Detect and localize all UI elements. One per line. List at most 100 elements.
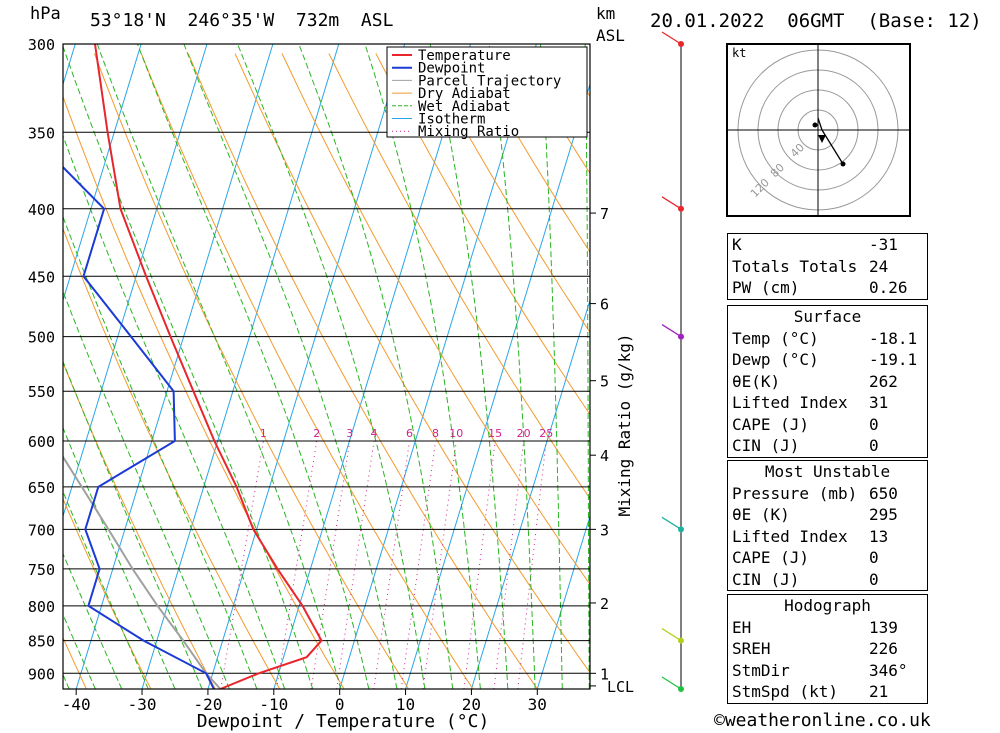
wet-adiabat-line xyxy=(63,45,314,689)
wet-adiabat-line xyxy=(63,134,286,689)
index-label: Pressure (mb) xyxy=(732,483,858,503)
index-row: Dewp (°C) -19.1 xyxy=(728,349,927,371)
dry-adiabat-line xyxy=(63,497,152,689)
hodograph-unit: kt xyxy=(732,46,746,60)
dry-adiabat-line xyxy=(63,95,345,689)
legend-entry: Wet Adiabat xyxy=(418,99,511,115)
storm-motion-marker xyxy=(818,135,826,143)
isotherm-line xyxy=(470,298,590,689)
x-tick-label: -40 xyxy=(62,695,91,714)
dry-adiabat-line xyxy=(328,53,590,500)
pressure-tick-label: 350 xyxy=(28,124,55,142)
hpa-unit-label: hPa xyxy=(30,4,61,24)
legend-entry: Parcel Trajectory xyxy=(418,73,561,89)
wet-adiabat-line xyxy=(63,215,258,689)
index-label: Lifted Index xyxy=(732,526,848,546)
km-tick-label: 4 xyxy=(600,447,609,465)
mixing-ratio-line xyxy=(373,440,410,689)
x-axis-title: Dewpoint / Temperature (°C) xyxy=(197,711,490,732)
panel-title: Most Unstable xyxy=(764,462,891,481)
wind-barb xyxy=(661,516,682,530)
hodograph-point xyxy=(840,161,846,167)
km-tick-label: 5 xyxy=(600,373,609,391)
index-value: 0 xyxy=(869,436,879,455)
panel-title: Hodograph xyxy=(784,596,871,615)
dry-adiabat-line xyxy=(469,53,590,253)
dewpoint-line xyxy=(63,165,215,689)
dry-adiabat-line xyxy=(63,361,216,689)
hodograph-indices-panel: Hodograph EH 139 SREH 226 StmDir 346° StmSpd (k… xyxy=(727,594,928,704)
index-row: PW (cm) 0.26 xyxy=(728,277,927,299)
index-label: K xyxy=(732,235,742,254)
pressure-tick-label: 400 xyxy=(28,201,55,219)
wet-adiabat-line xyxy=(183,44,398,689)
legend-entry: Dewpoint xyxy=(418,61,485,77)
index-row: CIN (J) 0 xyxy=(728,569,927,591)
mixing-ratio-label: 4 xyxy=(371,427,378,440)
hodograph-trace xyxy=(817,117,844,165)
x-tick-label: 10 xyxy=(396,695,415,714)
isotherm-line xyxy=(0,44,9,689)
dry-adiabat-line xyxy=(93,53,410,689)
mixing-ratio-label: 2 xyxy=(313,427,320,440)
mixing-ratio-line xyxy=(463,440,496,689)
dry-adiabat-line xyxy=(422,53,590,334)
mixing-ratio-line xyxy=(276,440,318,689)
index-row: Temp (°C) -18.1 xyxy=(728,328,927,350)
index-label: CIN (J) xyxy=(732,569,800,589)
datetime-title: 20.01.2022 06GMT (Base: 12) xyxy=(650,10,982,32)
asl-unit-label: ASL xyxy=(596,26,625,45)
index-value: 0.26 xyxy=(869,278,908,297)
x-tick-label: 30 xyxy=(528,695,547,714)
index-label: SREH xyxy=(732,639,771,658)
dry-adiabat-line xyxy=(375,53,590,416)
dry-adiabat-line xyxy=(187,53,538,689)
pressure-tick-label: 900 xyxy=(28,665,55,683)
pressure-tick-label: 300 xyxy=(28,36,55,54)
surface-indices-panel: Surface Temp (°C) -18.1 Dewp (°C) -19.1 θE(K)… xyxy=(727,305,928,458)
isotherm-line xyxy=(339,44,537,689)
pressure-tick-label: 650 xyxy=(28,479,55,497)
wet-adiabat-line xyxy=(488,44,536,689)
index-row: Pressure (mb) 650 xyxy=(728,483,927,505)
pressure-tick-label: 800 xyxy=(28,598,55,616)
dry-adiabat-line xyxy=(0,54,22,690)
index-label: CAPE (J) xyxy=(732,414,810,434)
mixing-ratio-label: 3 xyxy=(346,427,353,440)
isotherm-line xyxy=(63,44,142,302)
wet-adiabat-line xyxy=(96,44,342,689)
mixing-ratio-label: 25 xyxy=(539,427,553,440)
x-tick-label: 20 xyxy=(462,695,481,714)
isotherm-line xyxy=(536,514,590,689)
temperature-line xyxy=(94,44,323,689)
index-label: θE(K) xyxy=(732,371,781,391)
index-value: -31 xyxy=(869,235,898,254)
index-row: EH 139 xyxy=(728,617,927,639)
isotherm-line xyxy=(207,44,406,689)
general-indices-panel: K -31 Totals Totals 24 PW (cm) 0.26 xyxy=(727,233,928,300)
wind-barb xyxy=(661,196,682,210)
wet-adiabat-line xyxy=(63,426,176,689)
index-value: -18.1 xyxy=(869,328,918,348)
km-tick-label: LCL xyxy=(607,678,634,696)
index-row: Lifted Index 31 xyxy=(728,392,927,414)
index-value: 13 xyxy=(869,526,889,546)
index-label: Totals Totals xyxy=(732,256,858,276)
index-row: θE (K) 295 xyxy=(728,504,927,526)
mixing-ratio-line xyxy=(220,440,264,689)
website-credit: ©weatheronline.co.uk xyxy=(714,710,931,731)
pressure-tick-label: 450 xyxy=(28,268,55,286)
index-row: StmSpd (kt) 21 xyxy=(728,681,927,703)
pressure-tick-label: 700 xyxy=(28,521,55,539)
index-value: -19.1 xyxy=(869,350,918,369)
index-row: Lifted Index 13 xyxy=(728,526,927,548)
location-title: 53°18'N 246°35'W 732m ASL xyxy=(90,10,394,31)
mixing-ratio-label: 1 xyxy=(260,427,267,440)
index-label: Temp (°C) xyxy=(732,328,819,348)
index-value: 31 xyxy=(869,393,889,412)
index-value: 346° xyxy=(869,660,908,680)
isotherm-line xyxy=(405,82,590,689)
index-value: 0 xyxy=(869,548,879,567)
index-value: 226 xyxy=(869,639,898,658)
legend-entry: Dry Adiabat xyxy=(418,86,511,102)
